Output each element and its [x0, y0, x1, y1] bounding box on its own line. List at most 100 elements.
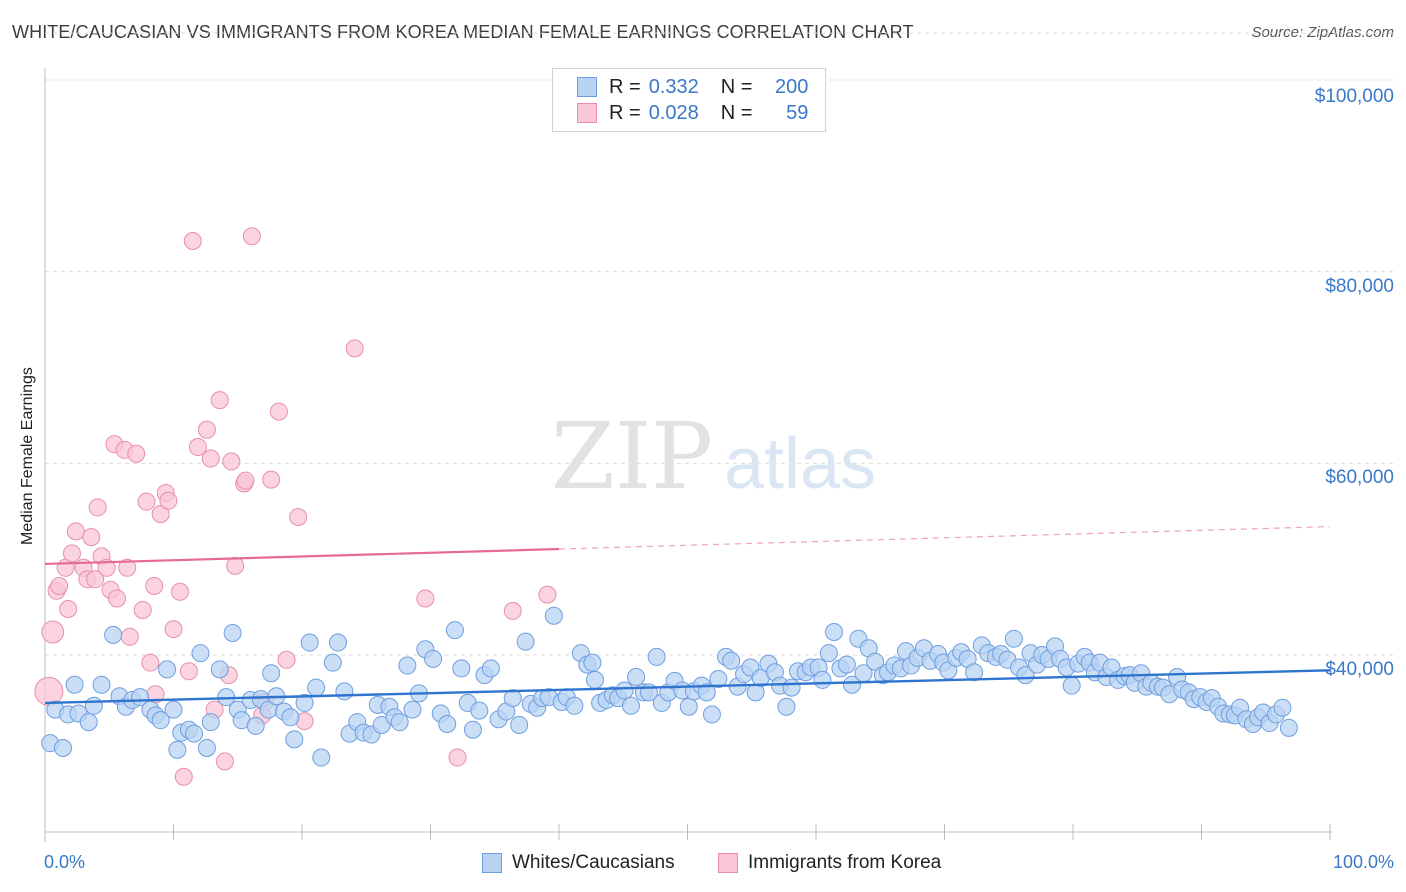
whites-point: [307, 678, 326, 697]
legend-swatch-korea: [577, 103, 597, 123]
whites-point: [323, 653, 342, 672]
whites-point: [79, 713, 98, 732]
korea-point: [137, 492, 156, 511]
whites-trend-line: [44, 669, 1331, 705]
korea-point: [416, 589, 435, 608]
chart-title: WHITE/CAUCASIAN VS IMMIGRANTS FROM KOREA…: [12, 22, 914, 42]
korea-point: [118, 558, 137, 577]
korea-point: [88, 498, 107, 517]
whites-point: [647, 647, 666, 666]
whites-point: [1016, 666, 1035, 685]
whites-point: [201, 713, 220, 732]
y-tick-label: $80,000: [1325, 276, 1394, 297]
whites-point: [583, 653, 602, 672]
korea-point: [236, 471, 255, 490]
whites-point: [679, 697, 698, 716]
whites-point: [510, 715, 529, 734]
whites-point: [722, 651, 741, 670]
whites-point: [866, 652, 885, 671]
bottom-legend-swatch-whites: [482, 853, 502, 873]
whites-point: [312, 748, 331, 767]
korea-point: [50, 577, 69, 595]
korea-point: [107, 589, 126, 608]
whites-point: [424, 649, 443, 668]
legend-swatch-whites: [577, 77, 597, 97]
whites-point: [516, 632, 535, 651]
whites-point: [246, 716, 265, 735]
korea-point: [41, 620, 65, 644]
whites-point: [84, 696, 103, 715]
whites-point: [53, 738, 72, 757]
korea-point: [277, 650, 296, 669]
whites-point: [503, 689, 522, 708]
bottom-legend-label-whites: Whites/Caucasians: [512, 852, 675, 873]
korea-point: [66, 522, 85, 541]
korea-point: [222, 452, 241, 471]
korea-point: [538, 585, 557, 604]
whites-point: [615, 681, 634, 700]
whites-point: [164, 700, 183, 719]
korea-point: [159, 491, 178, 510]
whites-point: [191, 644, 210, 663]
watermark-zip: ZIP: [551, 403, 713, 510]
whites-point: [470, 701, 489, 720]
whites-point: [398, 656, 417, 675]
whites-point: [824, 623, 843, 641]
korea-point: [448, 748, 467, 767]
whites-point: [300, 633, 319, 652]
whites-point: [438, 715, 457, 733]
whites-point: [158, 660, 177, 679]
legend-n-label: N =: [720, 75, 753, 98]
whites-point: [819, 644, 838, 663]
whites-point: [390, 713, 409, 732]
korea-point: [179, 662, 198, 681]
whites-point: [1062, 676, 1081, 695]
korea-point: [133, 600, 152, 619]
korea-trend-line: [44, 547, 560, 566]
whites-point: [585, 670, 604, 689]
whites-point: [842, 675, 861, 694]
korea-point: [127, 444, 146, 463]
legend-n-value: 200: [775, 75, 809, 98]
korea-point: [269, 402, 288, 421]
korea-point: [174, 767, 193, 786]
whites-point: [92, 675, 111, 694]
korea-point: [188, 438, 207, 457]
whites-point: [197, 738, 216, 757]
legend-row-korea: R = 0.028 N = 59: [577, 101, 808, 125]
whites-point: [837, 655, 856, 674]
whites-point: [223, 623, 242, 642]
bottom-legend-korea: Immigrants from Korea: [718, 852, 941, 874]
whites-point: [210, 660, 229, 679]
x-tick-label-min: 0.0%: [44, 852, 86, 872]
whites-point: [697, 683, 716, 702]
bottom-legend-whites: Whites/Caucasians: [482, 852, 675, 874]
whites-point: [452, 659, 471, 678]
whites-point: [262, 664, 281, 683]
whites-point: [544, 606, 563, 625]
y-tick-label: $60,000: [1325, 467, 1394, 488]
korea-point: [215, 752, 234, 771]
korea-point: [242, 227, 261, 246]
legend-n-label: N =: [720, 101, 753, 124]
whites-point: [709, 669, 728, 688]
whites-point: [702, 705, 721, 724]
whites-point: [104, 625, 123, 644]
whites-point: [328, 633, 347, 652]
whites-point: [295, 693, 314, 712]
legend-r-value: 0.332: [648, 75, 699, 98]
bottom-legend-swatch-korea: [718, 853, 738, 873]
korea-point: [59, 600, 78, 618]
whites-point: [1004, 629, 1023, 648]
korea-point: [201, 449, 220, 468]
korea-point: [345, 339, 364, 358]
legend-r-label: R =: [609, 75, 641, 98]
korea-point: [289, 508, 308, 526]
korea-point: [226, 556, 245, 575]
korea-point: [34, 676, 64, 706]
y-tick-label: $40,000: [1325, 659, 1394, 680]
legend-n-value: 59: [786, 101, 809, 124]
whites-point: [965, 663, 984, 682]
korea-point: [503, 601, 522, 620]
